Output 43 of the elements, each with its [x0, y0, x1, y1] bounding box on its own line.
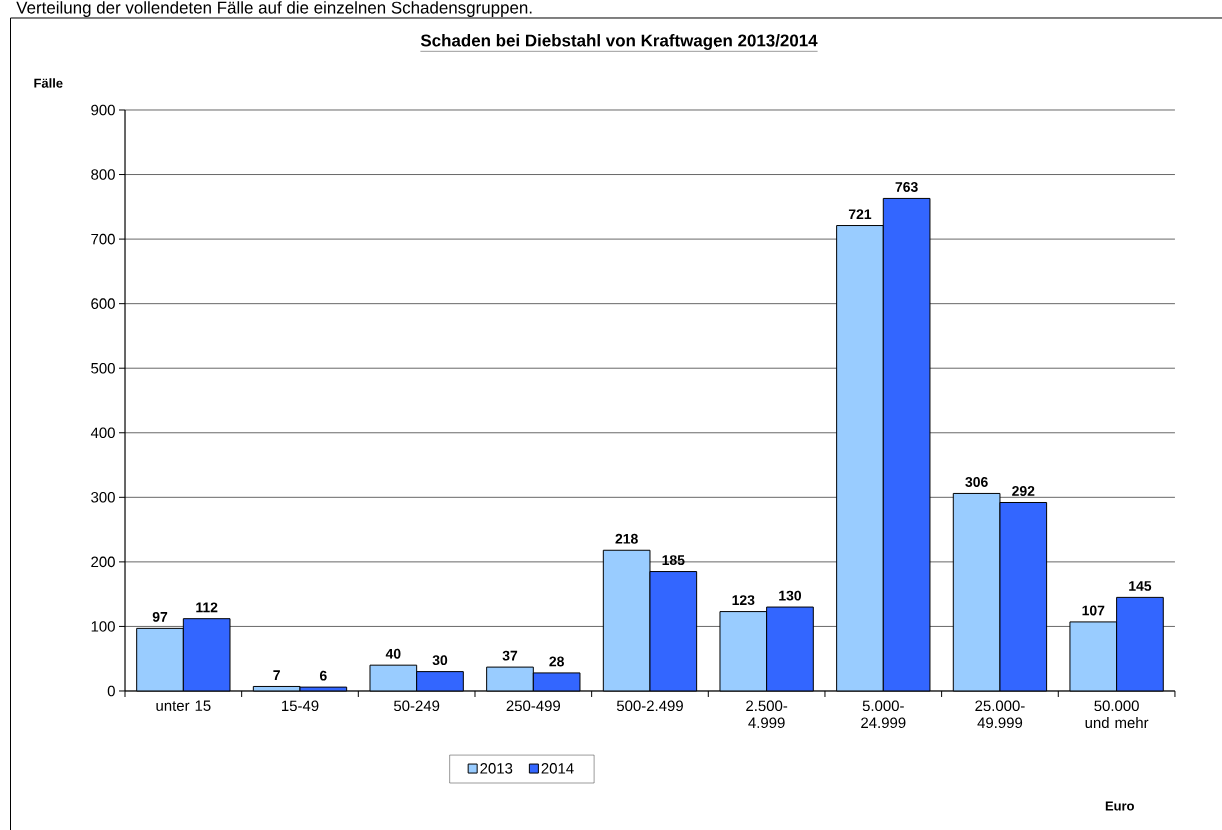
text: Verteilung der vollendeten Fälle auf die einzelnen Schadensgruppen.: [16, 1, 532, 17]
x-tick-label: 25.000- 49.999: [975, 700, 1025, 729]
data-label: 37: [502, 650, 518, 661]
y-tick-label: 600: [91, 298, 115, 309]
legend-label: 2014: [541, 763, 574, 774]
x-tick-label: unter 15: [156, 700, 211, 711]
data-label: 28: [549, 656, 564, 667]
data-label: 292: [1012, 486, 1035, 496]
y-tick-label: 900: [91, 104, 115, 116]
data-label: 218: [615, 533, 638, 544]
y-tick-label: 400: [90, 427, 115, 439]
x-tick-label: 15-49: [282, 700, 319, 712]
data-label: 97: [152, 611, 168, 622]
text: Euro: [1105, 801, 1134, 811]
y-tick-label: 200: [91, 556, 115, 568]
data-label: 6: [319, 670, 327, 681]
x-tick-label: 250-499: [506, 700, 561, 712]
data-label: 7: [273, 670, 280, 680]
data-label: 185: [662, 555, 685, 566]
data-label: 40: [385, 648, 401, 659]
x-tick-label: 50-249: [393, 700, 440, 712]
data-label: 130: [779, 590, 802, 601]
data-label: 763: [895, 182, 918, 192]
y-tick-label: 800: [91, 169, 115, 180]
y-tick-label: 100: [91, 621, 115, 632]
legend-label: 2013: [480, 763, 513, 774]
chart-title: Schaden bei Diebstahl von Kraftwagen 2013/2014: [420, 34, 818, 50]
data-label: 112: [196, 602, 218, 613]
x-tick-label: 5.000- 24.999: [861, 700, 906, 729]
x-tick-label: 50.000 und mehr: [1085, 700, 1149, 729]
x-tick-label: 500-2.499: [616, 700, 683, 712]
data-label: 145: [1129, 581, 1152, 591]
data-label: 721: [848, 209, 872, 220]
data-label: 306: [965, 477, 988, 487]
data-label: 123: [732, 595, 755, 606]
data-label: 107: [1082, 605, 1105, 616]
y-tick-label: 0: [107, 685, 115, 697]
y-tick-label: 500: [91, 362, 115, 374]
x-tick-label: 2.500- 4.999: [746, 700, 788, 729]
y-tick-label: 700: [91, 233, 115, 245]
data-label: 30: [432, 655, 448, 666]
y-axis-title: Fälle: [34, 78, 63, 88]
y-tick-label: 300: [91, 492, 115, 503]
